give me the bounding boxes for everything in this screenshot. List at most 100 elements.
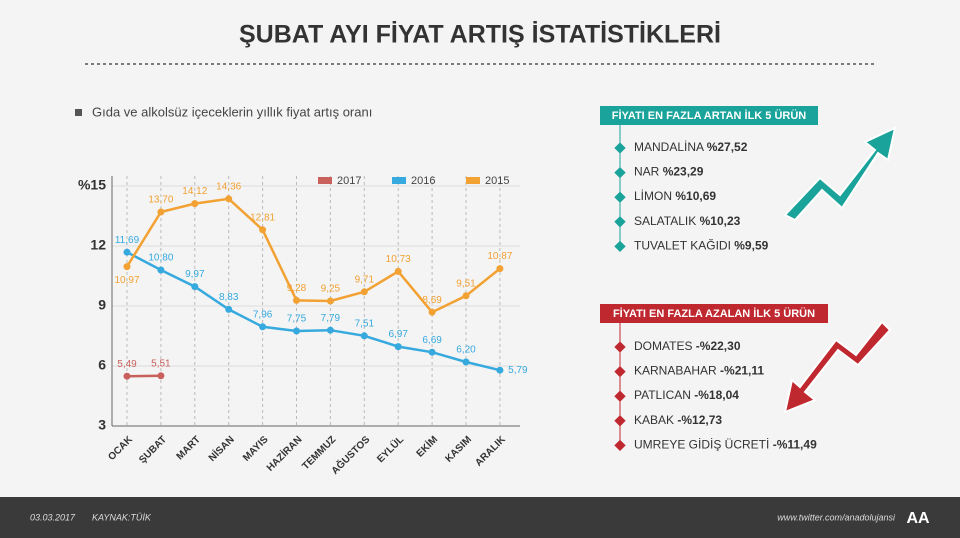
data-label: 6,20 bbox=[456, 345, 476, 356]
list-item: DOMATES -%22,30 bbox=[634, 339, 741, 353]
data-label: 9,25 bbox=[321, 284, 341, 295]
data-point bbox=[157, 372, 165, 380]
data-label: 7,96 bbox=[253, 309, 273, 320]
footer-date: 03.03.2017 bbox=[30, 512, 76, 522]
list-item: KABAK -%12,73 bbox=[634, 413, 722, 427]
item-value: %9,59 bbox=[734, 239, 768, 253]
footer-bar bbox=[0, 497, 960, 538]
list-bullet bbox=[614, 191, 626, 203]
item-name: PATLICAN bbox=[634, 388, 691, 402]
data-point bbox=[259, 226, 267, 234]
series-line bbox=[126, 251, 501, 372]
data-label: 5,51 bbox=[151, 358, 171, 369]
item-name: MANDALİNA bbox=[634, 140, 704, 154]
data-point bbox=[428, 348, 436, 356]
data-point bbox=[326, 297, 334, 305]
data-label: 5,79 bbox=[508, 365, 528, 376]
list-item: PATLICAN -%18,04 bbox=[634, 388, 739, 402]
data-label: 9,51 bbox=[456, 278, 476, 289]
list-item: TUVALET KAĞIDI %9,59 bbox=[634, 238, 769, 253]
data-point bbox=[191, 283, 199, 291]
item-value: %23,29 bbox=[663, 165, 704, 179]
up-arrow bbox=[783, 126, 897, 222]
list-bullet bbox=[614, 216, 626, 228]
list-bullet bbox=[614, 341, 626, 353]
list-bullet bbox=[614, 439, 626, 452]
data-point bbox=[496, 265, 504, 273]
legend-swatch bbox=[392, 177, 406, 184]
item-name: KARNABAHAR bbox=[634, 364, 717, 378]
y-tick-label: 6 bbox=[98, 357, 106, 373]
item-name: NAR bbox=[634, 165, 660, 179]
y-tick-label: 3 bbox=[98, 417, 106, 433]
data-label: 9,97 bbox=[185, 269, 205, 280]
data-point bbox=[259, 323, 267, 331]
data-point bbox=[496, 366, 504, 374]
data-point bbox=[462, 358, 470, 366]
data-label: 13,70 bbox=[148, 195, 173, 206]
list-item: LİMON %10,69 bbox=[634, 189, 716, 203]
data-label: 6,97 bbox=[388, 329, 408, 340]
item-name: TUVALET KAĞIDI bbox=[634, 238, 731, 253]
data-label: 11,69 bbox=[115, 235, 140, 246]
item-value: %27,52 bbox=[707, 140, 748, 154]
data-label: 10,97 bbox=[114, 275, 139, 286]
item-name: KABAK bbox=[634, 413, 674, 427]
subtitle: Gıda ve alkolsüz içeceklerin yıllık fiya… bbox=[92, 104, 372, 119]
footer-source: KAYNAK:TÜİK bbox=[92, 512, 152, 522]
data-label: 6,69 bbox=[422, 335, 442, 346]
title: ŞUBAT AYI FİYAT ARTIŞ İSTATİSTİKLERİ bbox=[239, 21, 721, 49]
footer-logo: AA bbox=[906, 510, 930, 527]
legend-label: 2015 bbox=[485, 175, 509, 187]
y-tick-label: %15 bbox=[78, 177, 106, 193]
data-label: 8,83 bbox=[219, 292, 239, 303]
data-point bbox=[293, 327, 300, 335]
item-name: DOMATES bbox=[634, 339, 692, 353]
data-point bbox=[225, 195, 233, 203]
data-label: 9,28 bbox=[287, 283, 307, 294]
data-point bbox=[123, 372, 131, 380]
data-label: 14,36 bbox=[216, 181, 241, 192]
data-label: 7,75 bbox=[287, 314, 307, 325]
data-point bbox=[157, 208, 165, 216]
y-tick-label: 9 bbox=[98, 297, 106, 313]
list-bullet bbox=[614, 166, 626, 179]
legend-label: 2016 bbox=[411, 175, 435, 187]
data-label: 12,81 bbox=[250, 212, 275, 223]
list-item: MANDALİNA %27,52 bbox=[634, 140, 748, 154]
list-bullet bbox=[614, 365, 626, 378]
item-value: -%22,30 bbox=[696, 339, 741, 353]
data-label: 5,49 bbox=[117, 359, 137, 370]
data-label: 8,69 bbox=[422, 295, 442, 306]
data-point bbox=[360, 288, 368, 296]
list-item: KARNABAHAR -%21,11 bbox=[634, 364, 764, 378]
y-tick-label: 12 bbox=[90, 237, 106, 253]
data-point bbox=[360, 332, 368, 340]
decrease-header bbox=[600, 304, 828, 323]
increase-title: FİYATI EN FAZLA ARTAN İLK 5 ÜRÜN bbox=[612, 109, 807, 122]
item-value: -%12,73 bbox=[677, 413, 722, 427]
data-point bbox=[157, 266, 165, 274]
data-label: 10,73 bbox=[386, 254, 411, 265]
item-value: %10,23 bbox=[700, 214, 741, 228]
list-bullet bbox=[614, 142, 626, 154]
item-name: SALATALIK bbox=[634, 214, 696, 228]
data-point bbox=[394, 267, 402, 275]
list-bullet bbox=[614, 415, 626, 427]
list-item: SALATALIK %10,23 bbox=[634, 214, 741, 228]
data-point bbox=[225, 305, 233, 313]
item-value: -%11,49 bbox=[773, 438, 817, 452]
subtitle-bullet bbox=[75, 109, 82, 116]
item-name: UMREYE GİDİŞ ÜCRETİ bbox=[634, 438, 769, 452]
item-name: LİMON bbox=[634, 189, 672, 203]
series-line bbox=[125, 197, 501, 314]
down-arrow bbox=[783, 320, 892, 414]
list-bullet bbox=[614, 240, 626, 253]
data-point bbox=[191, 200, 199, 208]
data-point bbox=[326, 326, 334, 334]
legend-label: 2017 bbox=[337, 175, 361, 187]
data-point bbox=[394, 343, 402, 351]
list-item: NAR %23,29 bbox=[634, 165, 704, 179]
footer-url: www.twitter.com/anadolujansi bbox=[777, 512, 896, 522]
